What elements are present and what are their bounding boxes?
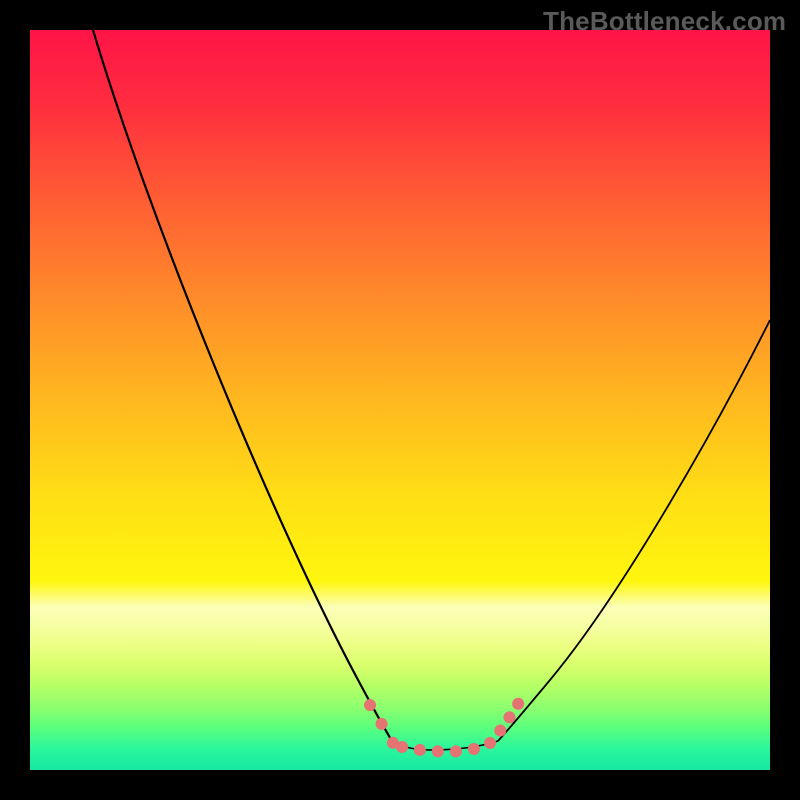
dot-overlay-bottom [402, 747, 483, 752]
watermark-text: TheBottleneck.com [543, 6, 786, 37]
chart-frame: TheBottleneck.com [0, 0, 800, 800]
plot-area [30, 30, 770, 770]
gradient-background [30, 30, 770, 770]
plot-svg [30, 30, 770, 770]
